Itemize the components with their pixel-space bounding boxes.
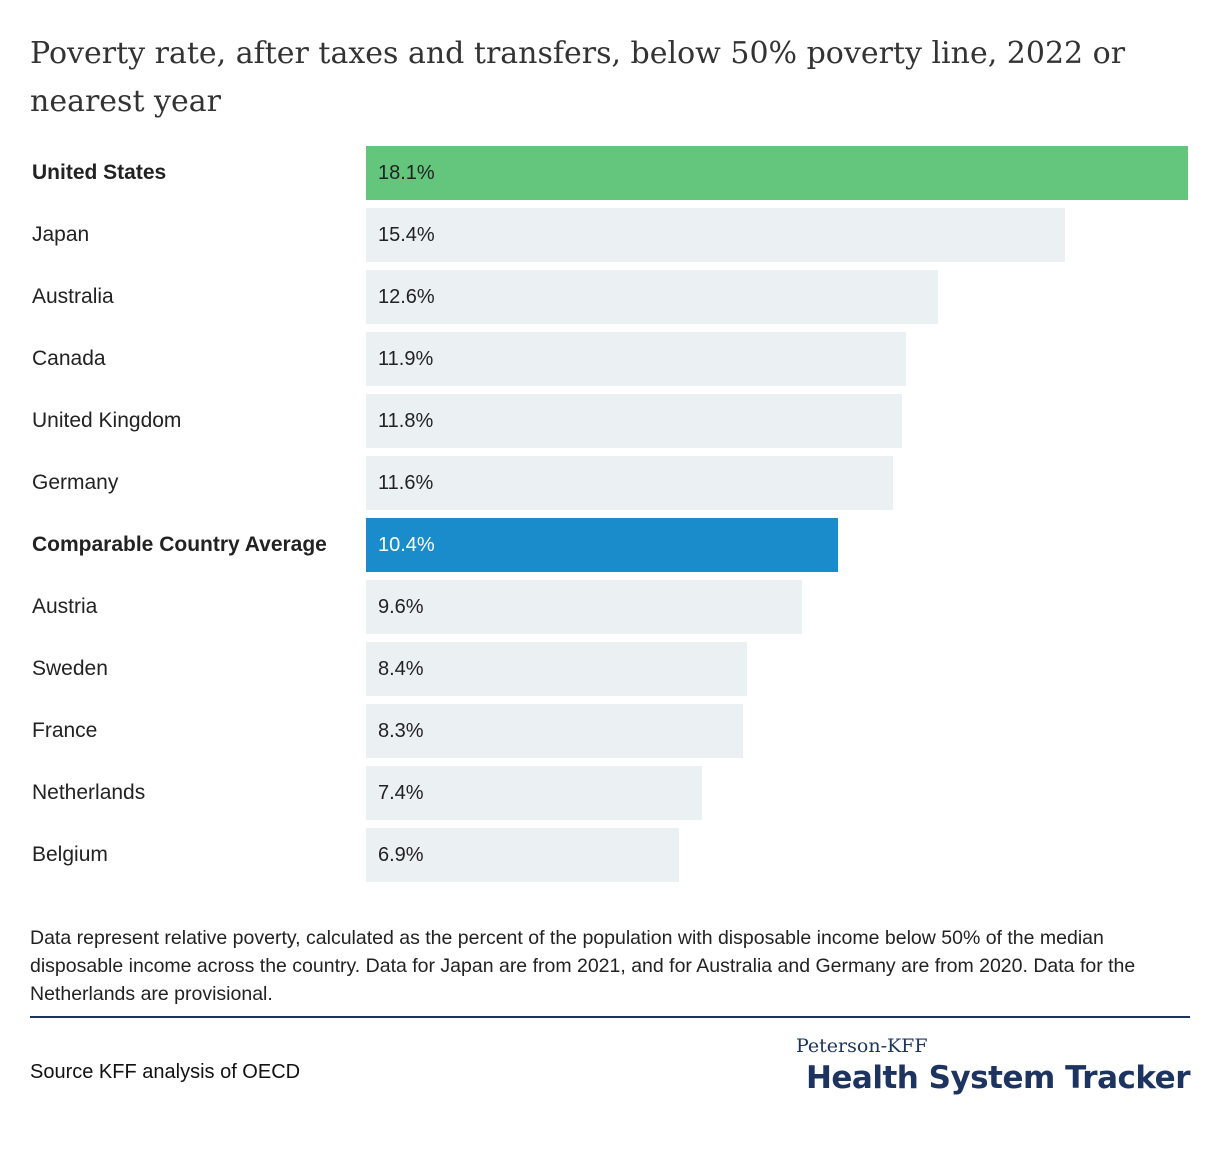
value-label: 7.4% <box>378 782 424 804</box>
bar-row: Australia 12.6% <box>0 270 1220 324</box>
category-label: Germany <box>32 471 119 494</box>
brand-main-text: Health System Tracker <box>805 1060 1191 1096</box>
value-label: 15.4% <box>378 224 435 246</box>
bar <box>366 394 902 448</box>
bar-row: United States 18.1% <box>0 146 1220 200</box>
bar <box>366 642 747 696</box>
value-label: 8.4% <box>378 658 424 680</box>
bar <box>366 146 1188 200</box>
bar <box>366 580 802 634</box>
value-label: 12.6% <box>378 286 435 308</box>
chart-note: Data represent relative poverty, calcula… <box>30 927 1136 1005</box>
category-label: Austria <box>32 595 98 618</box>
value-label: 11.6% <box>378 472 434 494</box>
footer-divider <box>30 1016 1190 1018</box>
source-text: Source KFF analysis of OECD <box>30 1061 301 1083</box>
category-label: Belgium <box>32 843 108 866</box>
bar <box>366 208 1065 262</box>
bar <box>366 332 906 386</box>
bar-row: Canada 11.9% <box>0 332 1220 386</box>
value-label: 6.9% <box>378 844 424 866</box>
category-label: Japan <box>32 223 90 246</box>
bar-row: France 8.3% <box>0 704 1220 758</box>
category-label: United Kingdom <box>32 409 182 432</box>
bar-row: Comparable Country Average 10.4% <box>0 518 1220 572</box>
bar <box>366 766 702 820</box>
bar-row: Germany 11.6% <box>0 456 1220 510</box>
value-label: 8.3% <box>378 720 424 742</box>
bar-row: Sweden 8.4% <box>0 642 1220 696</box>
value-label: 11.9% <box>378 348 434 370</box>
bar <box>366 270 938 324</box>
value-label: 11.8% <box>378 410 434 432</box>
bar-row: United Kingdom 11.8% <box>0 394 1220 448</box>
category-label: Canada <box>32 347 106 370</box>
category-label: Australia <box>32 285 114 308</box>
brand-top-text: Peterson-KFF <box>796 1035 928 1057</box>
value-label: 18.1% <box>378 162 435 184</box>
chart-title: Poverty rate, after taxes and transfers,… <box>30 36 1126 119</box>
bar-row: Japan 15.4% <box>0 208 1220 262</box>
category-label: Netherlands <box>32 781 146 804</box>
value-label: 9.6% <box>378 596 424 618</box>
bar-row: Netherlands 7.4% <box>0 766 1220 820</box>
bar <box>366 518 838 572</box>
bar <box>366 704 743 758</box>
value-label: 10.4% <box>378 534 435 556</box>
bar <box>366 828 679 882</box>
category-label: Comparable Country Average <box>32 533 327 556</box>
bar-chart: United States 18.1% Japan 15.4% Australia 12.… <box>0 146 1220 882</box>
bar-row: Belgium 6.9% <box>0 828 1220 882</box>
category-label: France <box>32 719 98 742</box>
category-label: United States <box>32 161 167 184</box>
category-label: Sweden <box>32 657 108 680</box>
bar <box>366 456 893 510</box>
bar-row: Austria 9.6% <box>0 580 1220 634</box>
